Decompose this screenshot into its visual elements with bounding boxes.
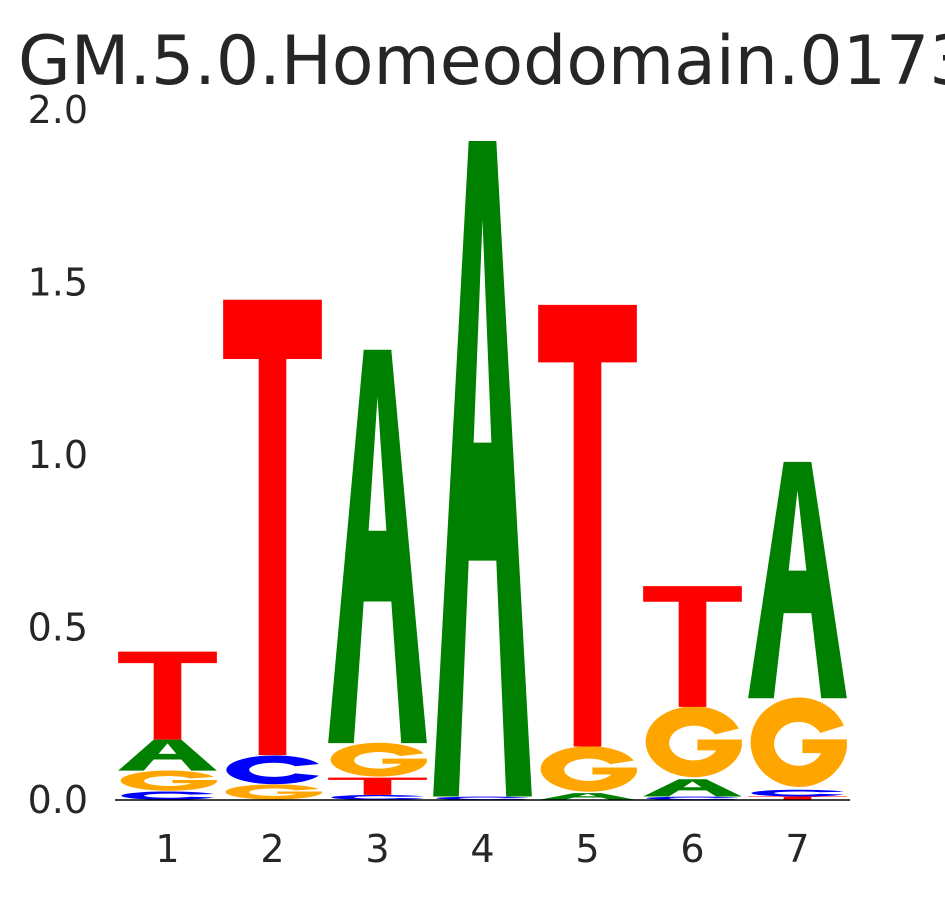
logo-letter-c [331, 794, 424, 800]
letter-glyph [436, 796, 529, 800]
y-axis: 0.0 0.5 1.0 1.5 2.0 [28, 88, 88, 822]
x-tick-label: 4 [470, 827, 494, 871]
logo-letter-g [330, 742, 427, 777]
x-tick-label: 7 [785, 827, 809, 871]
letter-glyph [645, 706, 742, 778]
logo-letter-g [540, 746, 637, 792]
logo-letter-t [643, 586, 742, 707]
x-tick-label: 2 [260, 827, 284, 871]
logo-letter-c [121, 791, 214, 800]
y-tick-label: 1.5 [28, 261, 88, 305]
letter-glyph [328, 349, 427, 744]
letter-glyph [538, 304, 637, 747]
x-tick-label: 3 [365, 827, 389, 871]
letter-glyph [118, 739, 217, 771]
chart-title: GM.5.0.Homeodomain.0173 [18, 22, 945, 101]
logo-letter-c [646, 796, 739, 800]
letter-glyph [121, 791, 214, 800]
letter-glyph [225, 784, 322, 800]
letter-glyph [748, 461, 847, 699]
letter-glyph [120, 770, 217, 791]
letter-glyph [330, 742, 427, 777]
logo-letter-g [750, 697, 847, 788]
letter-glyph [223, 299, 322, 756]
logo-letter-a [643, 779, 742, 797]
logo-letter-c [436, 796, 529, 800]
logo-letter-t [538, 304, 637, 747]
letter-glyph [540, 746, 637, 792]
letter-glyph [750, 697, 847, 788]
logo-letter-g [120, 770, 217, 791]
logo-letter-t [223, 299, 322, 756]
logo-letter-c [751, 789, 844, 797]
y-tick-label: 0.5 [28, 606, 88, 650]
x-tick-label: 1 [155, 827, 179, 871]
letter-glyph [751, 789, 844, 797]
logo-letter-t [328, 777, 427, 795]
letter-glyph [643, 586, 742, 707]
letter-glyph [538, 793, 637, 800]
logo-letter-a [538, 793, 637, 800]
logo-letter-t [748, 796, 847, 800]
x-tick-label: 5 [575, 827, 599, 871]
logo-letter-a [118, 739, 217, 771]
y-tick-label: 0.0 [28, 778, 88, 822]
logo-letter-a [748, 461, 847, 699]
logo-letter-t [118, 651, 217, 740]
logo-letter-g [645, 706, 742, 778]
letter-glyph [118, 651, 217, 740]
logo-letters [118, 141, 847, 800]
logo-letter-c [226, 755, 319, 785]
letter-glyph [331, 794, 424, 800]
letter-glyph [748, 796, 847, 800]
letter-glyph [643, 779, 742, 797]
letter-glyph [328, 777, 427, 795]
x-tick-label: 6 [680, 827, 704, 871]
y-tick-label: 1.0 [28, 433, 88, 477]
logo-letter-g [225, 784, 322, 800]
x-axis: 1 2 3 4 5 6 7 [155, 827, 809, 871]
letter-glyph [646, 796, 739, 800]
logo-letter-a [328, 349, 427, 744]
logo-letter-a [433, 141, 532, 797]
y-tick-label: 2.0 [28, 88, 88, 132]
letter-glyph [433, 141, 532, 797]
letter-glyph [226, 755, 319, 785]
